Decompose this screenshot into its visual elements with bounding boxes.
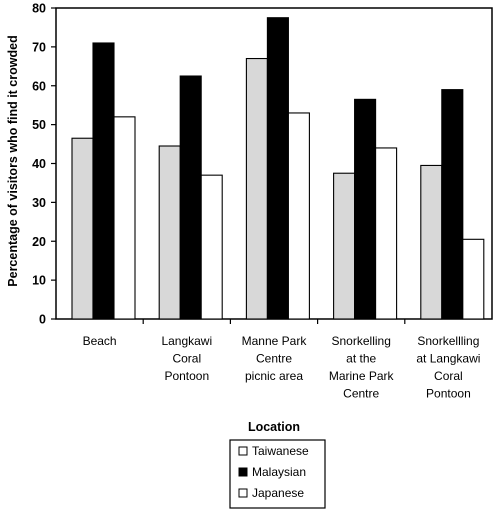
y-tick-label: 30 — [32, 196, 46, 210]
y-tick-label: 50 — [32, 118, 46, 132]
bar-japanese-5 — [462, 238, 485, 320]
x-tick-label-line: Snorkellling — [417, 334, 479, 348]
legend-swatch-taiwanese — [238, 446, 248, 456]
legend-label-japanese: Japanese — [252, 486, 304, 500]
bar-japanese-1 — [113, 116, 136, 320]
x-tick-label-line: Beach — [83, 334, 117, 348]
y-tick-label: 20 — [32, 235, 46, 249]
legend-swatch-japanese — [238, 488, 248, 498]
x-tick-label-line: Centre — [343, 387, 379, 401]
x-tick-label-line: Manne Park — [242, 334, 308, 348]
x-tick-label: Beach — [83, 334, 117, 348]
bar-japanese-4 — [375, 147, 398, 320]
bar-malaysian-1 — [92, 42, 115, 320]
x-tick-label-line: Pontoon — [164, 369, 209, 383]
x-tick-label-line: at Langkawi — [416, 352, 480, 366]
x-tick-label: Snorkelling at the Marine Park Centre — [329, 334, 395, 401]
legend-label-taiwanese: Taiwanese — [252, 444, 309, 458]
bar-taiwanese-5 — [420, 164, 443, 320]
bar-japanese-2 — [200, 174, 223, 320]
x-tick-label-line: Coral — [172, 352, 201, 366]
x-axis-category-labels: Beach Langkawi Coral Pontoon Manne Park Centr… — [83, 319, 480, 401]
x-tick-label: Snorkellling at Langkawi Coral Pontoon — [416, 334, 480, 401]
y-tick-label: 0 — [39, 313, 46, 327]
y-tick-label: 80 — [32, 2, 46, 16]
y-axis-title: Percentage of visitors who find it crowd… — [6, 35, 20, 286]
y-tick-label: 40 — [32, 157, 46, 171]
bar-malaysian-5 — [441, 89, 464, 320]
x-tick-label-line: Langkawi — [161, 334, 212, 348]
bar-malaysian-3 — [266, 17, 289, 320]
legend: Taiwanese Malaysian Japanese — [229, 439, 326, 509]
bar-taiwanese-4 — [333, 172, 356, 320]
x-tick-label-line: Centre — [256, 352, 292, 366]
legend-swatch-malaysian — [238, 467, 248, 477]
x-tick-label-line: Coral — [434, 369, 463, 383]
y-tick-label: 10 — [32, 274, 46, 288]
x-tick-label-line: Marine Park — [329, 369, 395, 383]
x-tick-label: Langkawi Coral Pontoon — [161, 334, 212, 383]
y-tick-label: 60 — [32, 79, 46, 93]
x-axis-title: Location — [248, 420, 300, 434]
bar-malaysian-2 — [179, 75, 202, 320]
bar-japanese-3 — [287, 112, 310, 320]
y-tick-label: 70 — [32, 40, 46, 54]
legend-label-malaysian: Malaysian — [252, 465, 306, 479]
x-tick-label-line: picnic area — [245, 369, 303, 383]
x-tick-label-line: Snorkelling — [332, 334, 391, 348]
x-tick-label: Manne Park Centre picnic area — [242, 334, 308, 383]
x-tick-label-line: Pontoon — [426, 387, 471, 401]
bar-taiwanese-3 — [245, 57, 268, 320]
bar-taiwanese-1 — [71, 137, 94, 320]
bars — [71, 17, 485, 320]
y-axis-ticks: 0 10 20 30 40 50 60 70 80 — [32, 2, 56, 327]
bar-malaysian-4 — [354, 98, 377, 320]
bar-taiwanese-2 — [158, 145, 181, 320]
x-tick-label-line: at the — [346, 352, 376, 366]
